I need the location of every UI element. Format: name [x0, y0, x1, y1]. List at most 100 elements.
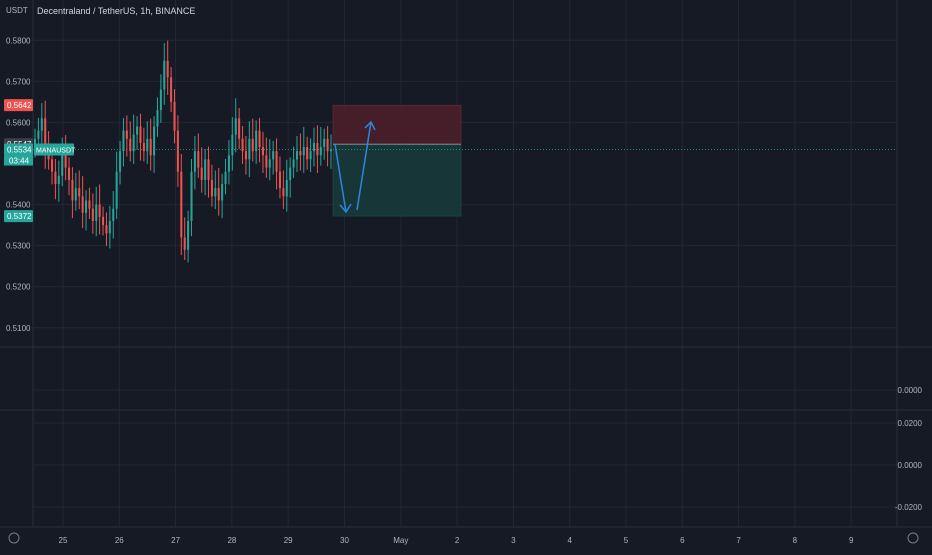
y-tick-label: 0.5200 [6, 283, 31, 292]
candle-body [37, 130, 40, 139]
candle-body [309, 151, 312, 160]
candle-body [224, 171, 227, 185]
auto-scale-icon[interactable] [907, 532, 919, 544]
symbol-badge: MANAUSDT [36, 148, 76, 155]
candle-body [57, 175, 60, 185]
candle-body [282, 188, 285, 197]
price-label-bg [4, 143, 33, 156]
x-tick-label: 3 [511, 536, 516, 545]
indicator2-tick-label: 0.0200 [898, 419, 923, 428]
candle-body [149, 138, 152, 156]
candle-body [163, 60, 166, 90]
x-tick-label: 7 [736, 536, 741, 545]
candle-body [153, 126, 156, 156]
y-tick-label: 0.5300 [6, 242, 31, 251]
x-tick-label: 6 [680, 536, 685, 545]
candle-body [221, 184, 224, 201]
indicator2-tick-label: -0.0200 [895, 503, 923, 512]
candle-body [40, 118, 43, 131]
x-tick-label: 25 [59, 536, 68, 545]
timezone-icon[interactable] [8, 532, 20, 544]
candle-body [299, 151, 302, 156]
candle-body [44, 118, 47, 152]
candle-body [98, 204, 101, 217]
candle-body [115, 171, 118, 209]
arrow-down-head [339, 203, 352, 214]
candle-body [166, 60, 169, 78]
candle-body [312, 142, 316, 152]
candle-body [227, 155, 230, 172]
x-tick-label: 8 [793, 536, 798, 545]
x-tick-label: 28 [227, 536, 236, 545]
candle-body [214, 188, 217, 197]
price-label-bg [4, 99, 33, 112]
candle-body [122, 130, 125, 152]
candle-body [197, 151, 200, 168]
x-tick-label: 29 [284, 536, 293, 545]
candle-body [81, 196, 84, 213]
x-tick-label: 27 [171, 536, 180, 545]
candle-body [74, 188, 77, 201]
x-tick-label: 5 [624, 536, 629, 545]
x-tick-label: 4 [567, 536, 572, 545]
arrow-up-head [364, 120, 376, 131]
candle-body [136, 126, 139, 135]
candle-body [156, 110, 159, 127]
x-tick-label: 30 [340, 536, 349, 545]
candle-body [95, 204, 98, 221]
candle-body [238, 118, 241, 139]
candle-body [64, 155, 67, 168]
countdown-label: 03:44 [9, 157, 30, 166]
candle-body [306, 147, 309, 160]
candle-body [173, 101, 176, 131]
candle-body [183, 237, 186, 250]
candle-body [139, 126, 142, 143]
y-tick-label: 0.5600 [6, 118, 31, 127]
candle-body [71, 179, 74, 201]
candle-body [316, 142, 319, 156]
candle-body [292, 159, 295, 168]
candle-body [50, 159, 54, 172]
candle-body [176, 130, 179, 172]
candle-body [329, 149, 333, 152]
candle-body [278, 171, 281, 189]
candle-body [78, 188, 81, 197]
axis-layer: 0.5800 0.5700 0.5600 0.5400 0.5300 0.5200 0.51… [6, 36, 923, 545]
candle-body [146, 138, 149, 152]
candle-body [265, 155, 268, 168]
candle-body [268, 159, 271, 168]
candle-body [91, 208, 94, 221]
candles-layer [33, 40, 333, 263]
candle-body [217, 188, 220, 201]
candle-body [285, 179, 288, 197]
candle-body [132, 134, 135, 152]
forecast-arrows [334, 120, 376, 214]
chart-title: Decentraland / TetherUS, 1h, BINANCE [37, 6, 196, 16]
y-tick-label: 0.5800 [6, 36, 31, 45]
candle-body [275, 151, 278, 172]
candle-body [102, 216, 105, 226]
candle-body [68, 167, 71, 180]
candle-body [289, 167, 292, 180]
x-tick-label: 26 [115, 536, 124, 545]
candle-body [326, 138, 329, 152]
take-profit-zone [332, 143, 462, 217]
candle-body [251, 138, 254, 152]
candle-body [105, 225, 108, 234]
candle-body [54, 171, 57, 185]
candle-body [33, 138, 37, 148]
candle-body [88, 200, 91, 209]
stop-loss-zone [332, 104, 462, 145]
candle-body [61, 155, 64, 176]
candle-body [180, 171, 183, 238]
candle-body [204, 159, 207, 180]
y-tick-label: 0.5700 [6, 77, 31, 86]
candle-body [210, 179, 213, 197]
candle-body [302, 147, 305, 156]
candle-body [272, 151, 275, 160]
indicator1-tick-label: 0.0000 [898, 386, 923, 395]
candle-body [108, 220, 111, 234]
